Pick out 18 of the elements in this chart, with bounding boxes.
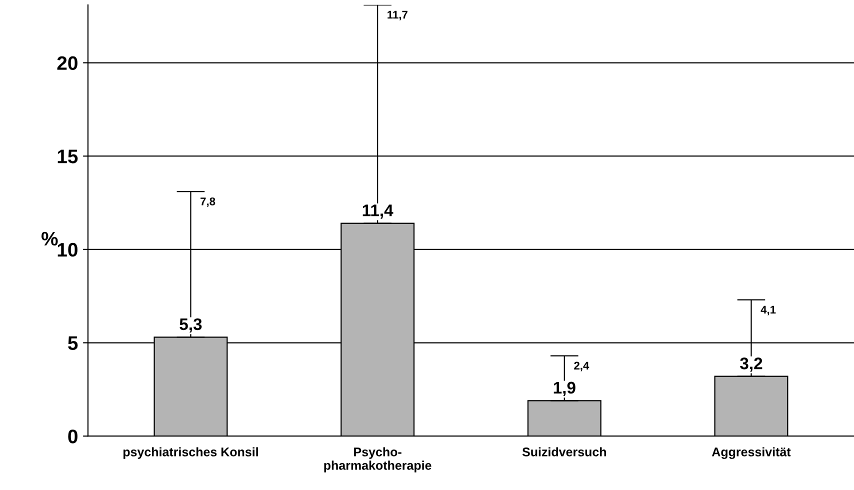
y-axis-title: % (42, 232, 58, 246)
y-tick-label: 0 (68, 430, 78, 444)
x-tick-label: Aggressivität (712, 447, 791, 459)
x-tick-label: Psycho- pharmakotherapie (324, 447, 432, 472)
x-tick-label: psychiatrisches Konsil (123, 447, 258, 459)
y-tick-label: 10 (58, 242, 78, 257)
y-tick-label: 20 (57, 56, 78, 70)
x-tick-label: Suizidversuch (522, 447, 606, 456)
y-tick-label: 5 (68, 336, 78, 350)
data-label: 1,9 (554, 382, 576, 396)
data-label: 11,4 (362, 204, 394, 219)
y-tick-label: 15 (58, 150, 78, 164)
annotation: 7,8 (200, 197, 216, 207)
annotation: 2,4 (574, 362, 590, 372)
annotation: 11,7 (388, 10, 408, 20)
data-label: 5,3 (180, 318, 202, 333)
data-label: 3,2 (740, 358, 762, 372)
annotation: 4,1 (760, 306, 776, 316)
